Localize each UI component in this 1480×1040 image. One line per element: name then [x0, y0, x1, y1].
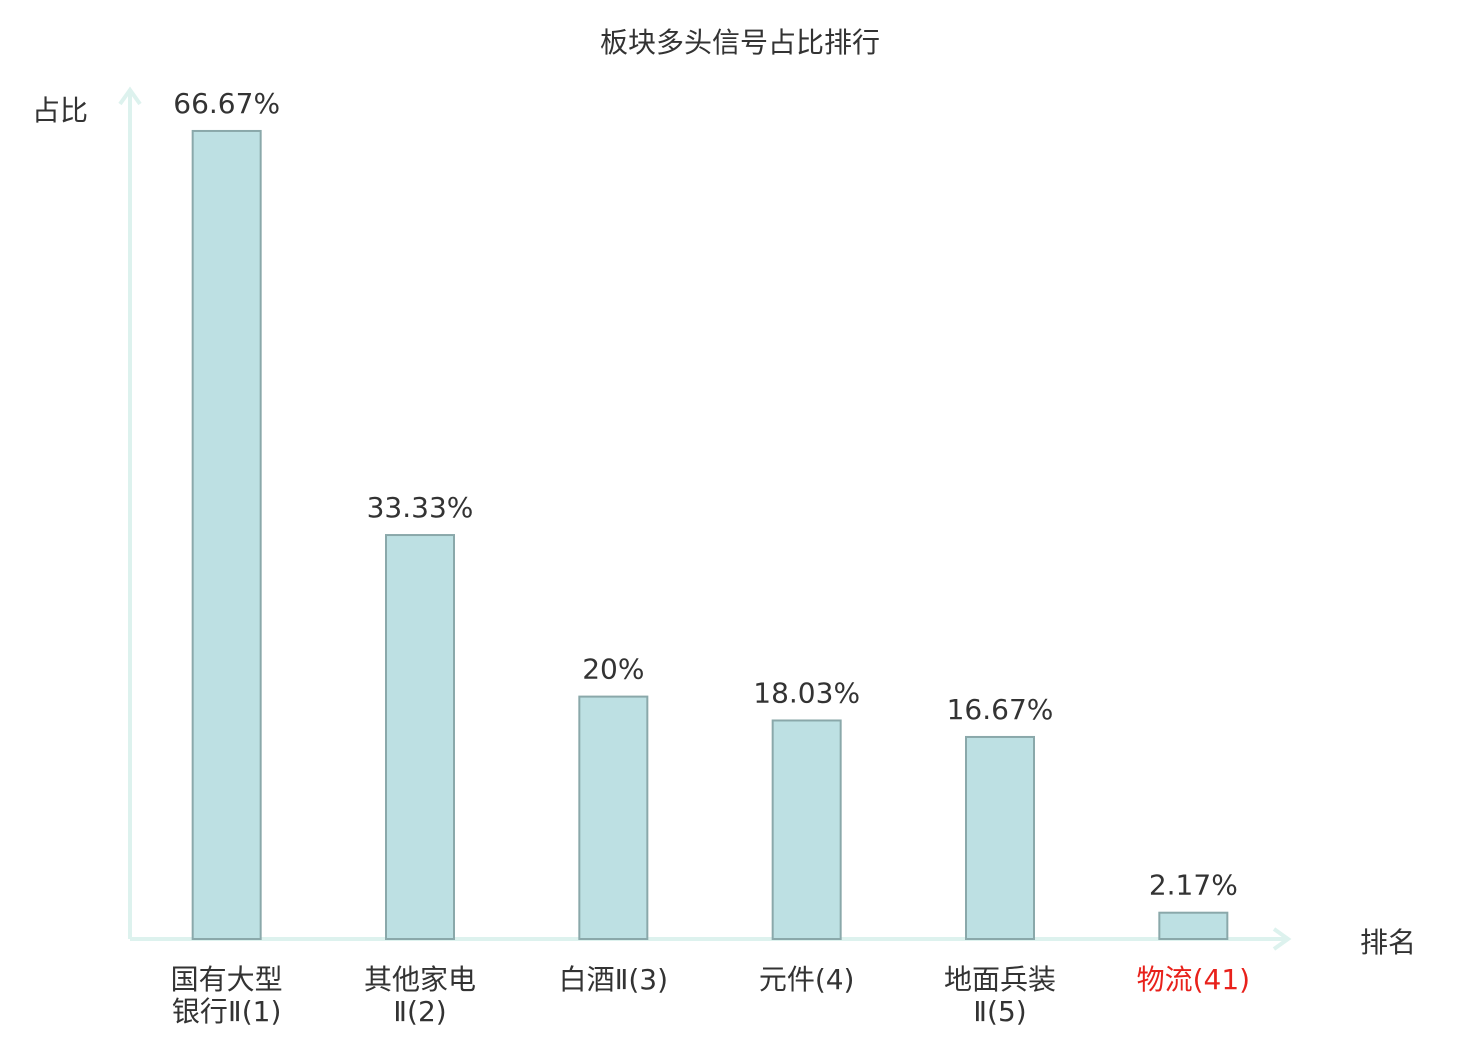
- bar: [578, 695, 649, 940]
- y-axis-label: 占比: [32, 94, 88, 127]
- x-axis-label: 排名: [1360, 926, 1416, 959]
- x-tick-label: 白酒Ⅱ(3): [558, 963, 669, 996]
- value-label: 33.33%: [367, 491, 474, 524]
- x-tick-label: 国有大型银行Ⅱ(1): [170, 963, 283, 1028]
- x-tick-label: 物流(41): [1136, 963, 1251, 996]
- bar: [965, 735, 1035, 940]
- value-label: 2.17%: [1149, 869, 1238, 902]
- x-axis-arrow: [1272, 927, 1292, 951]
- value-label: 20%: [582, 653, 644, 686]
- x-tick-label: 其他家电Ⅱ(2): [363, 963, 476, 1028]
- chart-title: 板块多头信号占比排行: [600, 26, 880, 59]
- axes: [118, 86, 1292, 951]
- y-axis-arrow: [118, 86, 142, 106]
- bar: [771, 719, 842, 940]
- x-tick-label: 地面兵装Ⅱ(5): [943, 963, 1056, 1028]
- value-label: 18.03%: [753, 676, 860, 709]
- bar: [191, 129, 262, 940]
- bar: [1158, 911, 1229, 940]
- bar: [385, 534, 455, 940]
- value-label: 66.67%: [173, 87, 280, 120]
- x-tick-label: 元件(4): [758, 963, 855, 996]
- value-label: 16.67%: [947, 693, 1054, 726]
